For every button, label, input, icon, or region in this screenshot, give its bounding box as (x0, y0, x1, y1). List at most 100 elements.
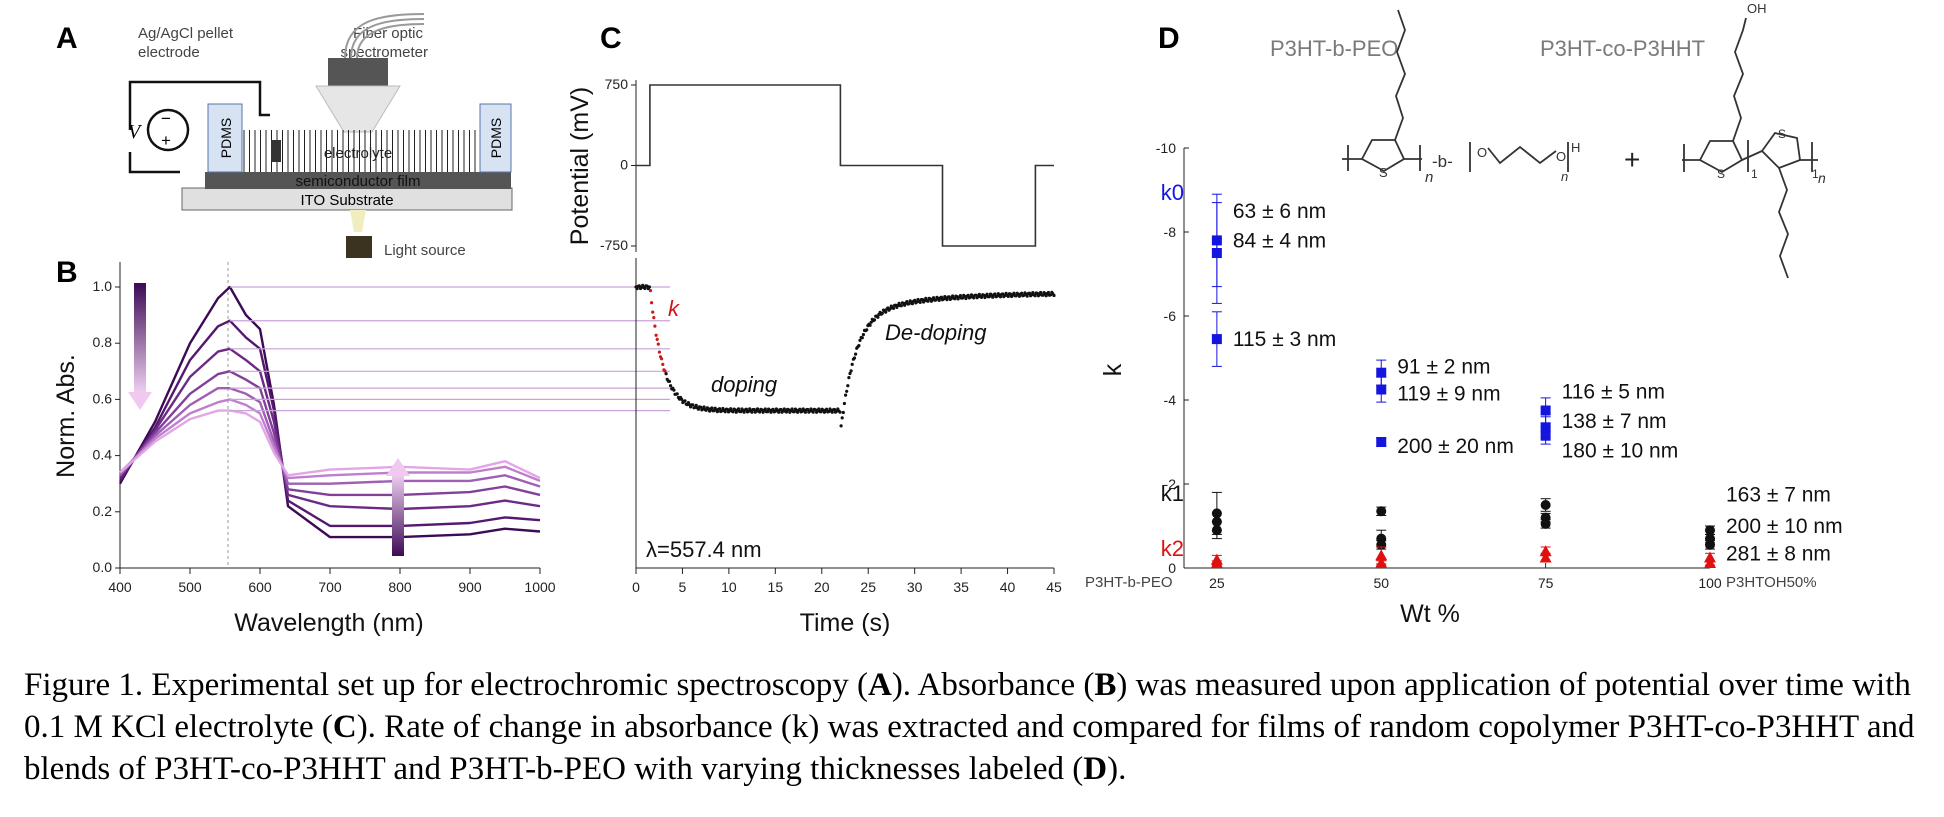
data-point (899, 304, 903, 308)
caption-ref-b: B (1094, 667, 1117, 703)
data-point (907, 302, 911, 306)
potential-tick-label: -750 (600, 237, 628, 253)
structure-title-random: P3HT-co-P3HHT (1540, 36, 1705, 61)
spectrum-line (119, 409, 541, 480)
oxygen-label: O (1477, 145, 1487, 160)
fit-point (657, 350, 662, 354)
potential-trace (636, 84, 1054, 247)
k1-point (1376, 506, 1387, 517)
potential-ticks: 750 0 -750 (600, 76, 636, 253)
data-point (1052, 293, 1056, 298)
kinetics-points (634, 283, 1056, 428)
rate-y-label: k (1099, 363, 1127, 376)
data-point (926, 299, 930, 303)
data-point (723, 410, 727, 414)
data-point (852, 356, 857, 360)
data-point (798, 407, 802, 411)
series-label-k1: k1 (1161, 481, 1184, 506)
fit-point (651, 310, 655, 314)
k-tick-label: -10 (1156, 140, 1176, 156)
panel-a-letter: A (56, 22, 78, 55)
wt-tick-label: 25 (1209, 575, 1225, 591)
structure-title-block: P3HT-b-PEO (1270, 36, 1398, 61)
p3ht-b-peo-structure (1342, 9, 1569, 173)
time-tick-label: 20 (814, 579, 830, 595)
data-point (704, 408, 708, 412)
data-point (861, 333, 866, 337)
voltage-plus: + (161, 131, 171, 150)
data-point (857, 344, 861, 348)
data-point (683, 399, 687, 403)
data-point (958, 294, 963, 298)
data-point (953, 297, 957, 301)
substrate-label: ITO Substrate (300, 192, 393, 209)
pdms-right (479, 103, 512, 173)
series-label-k0: k0 (1161, 180, 1184, 205)
data-point (972, 296, 976, 300)
potential-y-label: Potential (mV) (566, 87, 594, 245)
panel-b-letter: B (56, 256, 78, 289)
thickness-label: 115 ± 3 nm (1233, 328, 1336, 351)
data-point (718, 407, 722, 411)
hydrogen-label: H (1571, 140, 1580, 155)
data-point (1046, 290, 1050, 295)
data-point (891, 306, 896, 310)
data-point (876, 315, 880, 319)
thickness-labels: 63 ± 6 nm 84 ± 4 nm 115 ± 3 nm 91 ± 2 nm 119… (1233, 200, 1843, 565)
decreasing-arrow-icon (128, 283, 152, 410)
light-source-box (346, 236, 372, 258)
sulfur-label-3: S (1778, 127, 1786, 141)
left-end-label: P3HT-b-PEO (1085, 574, 1173, 591)
y-tick-label: 0.2 (93, 503, 113, 519)
fit-point (656, 342, 660, 346)
fit-point (653, 324, 657, 328)
time-tick-label: 40 (1000, 579, 1016, 595)
data-point (939, 295, 944, 299)
time-tick-label: 0 (632, 579, 640, 595)
data-point (635, 287, 639, 291)
fit-point (650, 301, 654, 305)
circuit-wire (128, 80, 270, 130)
y-tick-label: 0.4 (93, 447, 113, 463)
doping-label: doping (711, 372, 778, 397)
data-point (803, 410, 808, 414)
data-point (937, 298, 941, 302)
light-source-label: Light source (384, 242, 466, 259)
panel-c: C 750 0 -750 Potential (mV) 0 5 10 15 20 25 30 35… (566, 22, 1062, 637)
data-point (669, 384, 673, 388)
k0-point (1211, 334, 1222, 345)
voltage-symbol: V (128, 121, 143, 143)
potential-tick-label: 0 (620, 157, 628, 173)
film-label: semiconductor film (295, 173, 420, 190)
spectra-series (118, 285, 541, 539)
data-point (819, 410, 823, 414)
data-point (647, 285, 652, 289)
spectrum-line (119, 387, 541, 488)
data-point (880, 311, 884, 315)
figure-caption: Figure 1. Experimental set up for electr… (24, 664, 1924, 790)
kinetics-ticks: 0 5 10 15 20 25 30 35 40 45 (632, 568, 1062, 595)
spectrometer-head (328, 58, 388, 86)
thickness-label: 200 ± 10 nm (1726, 515, 1843, 538)
increasing-arrow-icon (386, 458, 410, 556)
data-point (736, 407, 741, 411)
data-point (858, 338, 862, 342)
data-point (731, 410, 735, 414)
x-tick-label: 600 (248, 579, 272, 595)
data-point (691, 403, 695, 407)
fit-point (654, 333, 658, 337)
k0-point (1376, 367, 1387, 378)
data-point (1025, 294, 1029, 298)
data-point (1033, 294, 1037, 298)
data-point (667, 379, 672, 383)
data-point (846, 384, 850, 388)
k2-point (1704, 556, 1716, 568)
caption-ref-d: D (1083, 751, 1108, 787)
data-point (945, 298, 949, 302)
data-point (811, 410, 815, 414)
k-tick-label: 0 (1168, 560, 1176, 576)
data-point (817, 407, 821, 411)
caption-text-2: ). Absorbance ( (891, 667, 1095, 703)
data-point (750, 410, 754, 414)
dedoping-label: De-doping (885, 320, 987, 345)
